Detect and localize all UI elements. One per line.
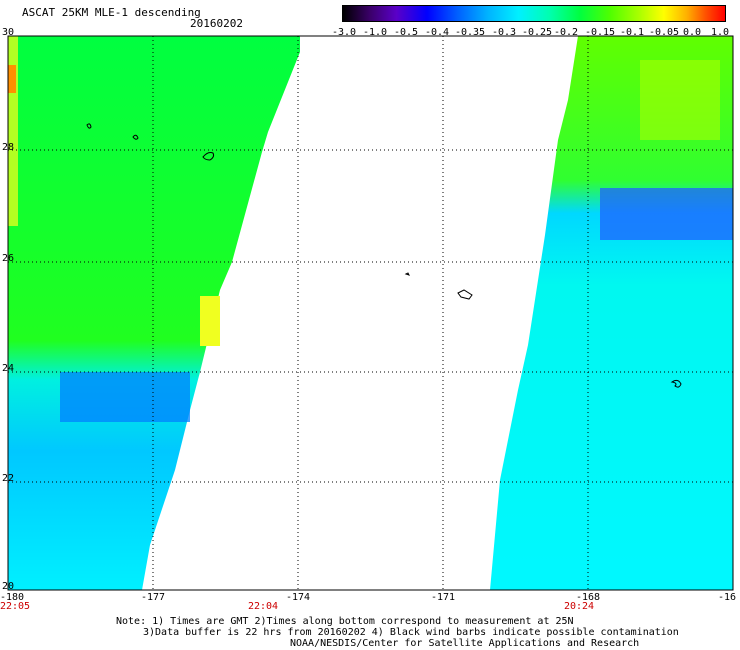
lon-label: -168	[575, 592, 601, 603]
map-title: ASCAT 25KM MLE-1 descending	[22, 6, 201, 19]
cbar-tick: -0.35	[454, 27, 486, 38]
orange-wind-patch	[8, 65, 16, 93]
cbar-tick: -0.15	[584, 27, 616, 38]
lat-label: 22	[2, 473, 15, 484]
note-line-1: Note: 1) Times are GMT 2)Times along bot…	[116, 616, 574, 627]
lat-label: 26	[2, 253, 15, 264]
lat-label: 20	[2, 581, 15, 592]
left-data-swath	[8, 36, 300, 590]
lon-label: -177	[140, 592, 166, 603]
cbar-tick: -0.05	[648, 27, 680, 38]
yellow-wind-patch	[200, 296, 220, 346]
lat-label: 24	[2, 363, 15, 374]
cbar-tick: -1.0	[362, 27, 388, 38]
island-outlines	[86, 123, 682, 388]
lat-label: 30	[2, 27, 15, 38]
cbar-tick: -0.2	[553, 27, 579, 38]
deep-blue-wind-patch	[600, 188, 733, 240]
color-scale-bar	[342, 5, 726, 22]
cbar-tick: -0.5	[393, 27, 419, 38]
lat-gridlines	[8, 149, 733, 483]
lon-label: -16	[717, 592, 737, 603]
yellowgreen-wind-patch	[640, 60, 720, 140]
note-line-2: 3)Data buffer is 22 hrs from 20160202 4)…	[143, 627, 679, 638]
cbar-tick: -3.0	[331, 27, 357, 38]
time-label: 22:04	[247, 601, 279, 612]
cbar-tick: -0.4	[424, 27, 450, 38]
blue-wind-patch	[60, 372, 190, 422]
right-data-swath	[490, 36, 733, 590]
lon-label: -180	[0, 592, 25, 603]
time-label: 22:05	[0, 601, 31, 612]
cbar-tick: -0.3	[491, 27, 517, 38]
map-date: 20160202	[190, 17, 243, 30]
lon-label: -171	[430, 592, 456, 603]
map-frame	[7, 35, 734, 591]
left-edge-strip	[8, 36, 18, 226]
cbar-tick: -0.1	[619, 27, 645, 38]
time-label: 20:24	[563, 601, 595, 612]
cbar-tick: 1.0	[710, 27, 730, 38]
note-line-3: NOAA/NESDIS/Center for Satellite Applica…	[290, 638, 640, 649]
lon-gridlines	[152, 36, 589, 590]
lon-label: -174	[285, 592, 311, 603]
lat-label: 28	[2, 142, 15, 153]
cbar-tick: 0.0	[682, 27, 702, 38]
cbar-tick: -0.25	[521, 27, 553, 38]
